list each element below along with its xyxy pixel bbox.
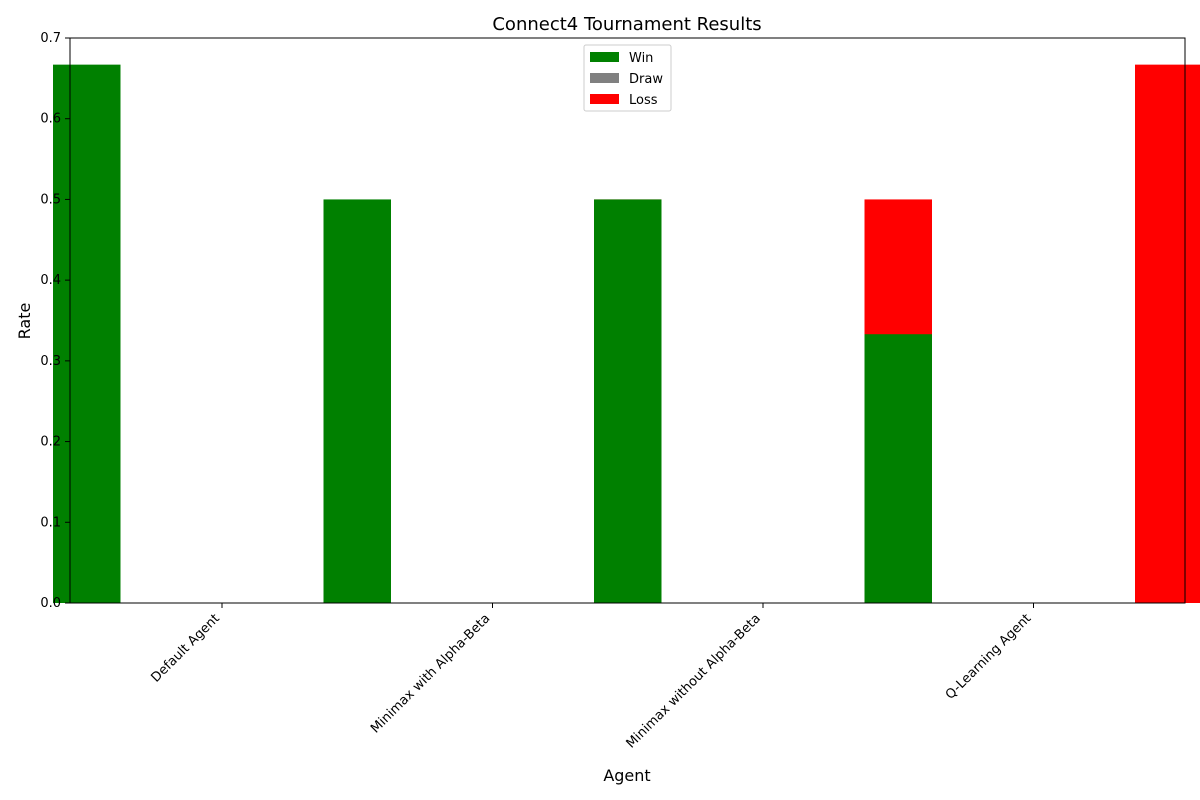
bar-win-0 xyxy=(53,64,121,603)
y-tick-label: 0.7 xyxy=(40,31,61,46)
x-tick-label: Q-Learning Agent xyxy=(943,611,1034,702)
y-tick-label: 0.6 xyxy=(40,112,61,127)
x-tick-label: Minimax with Alpha-Beta xyxy=(368,611,493,736)
legend-swatch-loss xyxy=(590,94,619,104)
legend: Win Draw Loss xyxy=(583,44,672,112)
y-axis: 0.0 0.1 0.2 0.3 0.4 0.5 0.6 0.7 xyxy=(40,31,70,611)
bar-win-2 xyxy=(594,199,662,603)
x-axis: Default Agent Minimax with Alpha-Beta Mini… xyxy=(148,603,1034,751)
bars-group xyxy=(53,64,1200,603)
legend-label-draw: Draw xyxy=(629,72,663,87)
bar-loss-3 xyxy=(1135,64,1200,603)
chart-title: Connect4 Tournament Results xyxy=(492,14,761,35)
legend-swatch-win xyxy=(590,52,619,62)
y-tick-label: 0.4 xyxy=(40,273,61,288)
legend-label-loss: Loss xyxy=(629,93,658,108)
x-axis-label: Agent xyxy=(603,766,650,785)
x-tick-label: Default Agent xyxy=(148,611,222,685)
plot-frame xyxy=(69,37,1186,604)
x-tick-label: Minimax without Alpha-Beta xyxy=(624,611,764,751)
y-tick-label: 0.0 xyxy=(40,596,61,611)
bar-win-3 xyxy=(864,334,932,603)
legend-swatch-draw xyxy=(590,73,619,83)
legend-label-win: Win xyxy=(629,51,653,66)
y-axis-label: Rate xyxy=(15,303,34,340)
y-tick-label: 0.3 xyxy=(40,354,61,369)
y-tick-label: 0.2 xyxy=(40,435,61,450)
y-tick-label: 0.1 xyxy=(40,515,61,530)
bar-win-1 xyxy=(323,199,391,603)
y-tick-label: 0.5 xyxy=(40,192,61,207)
